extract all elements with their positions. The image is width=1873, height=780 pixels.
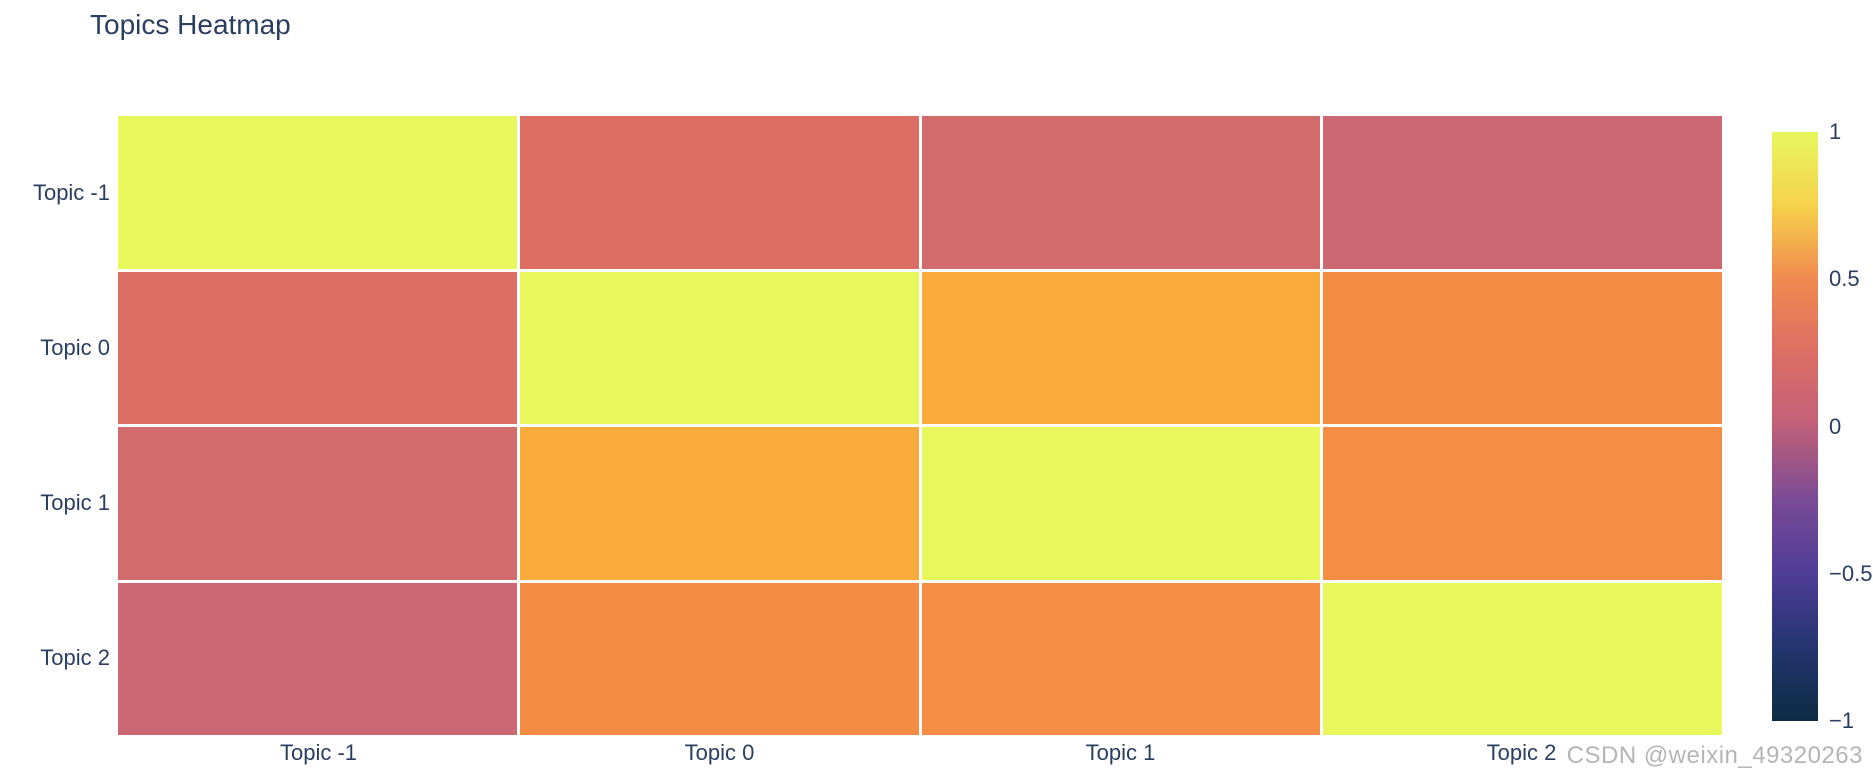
heatmap-cell[interactable] xyxy=(118,116,517,269)
heatmap-cell[interactable] xyxy=(118,427,517,580)
heatmap-cell[interactable] xyxy=(921,582,1321,735)
heatmap-cell[interactable] xyxy=(118,582,517,735)
heatmap-cell[interactable] xyxy=(1323,271,1722,424)
heatmap-cell[interactable] xyxy=(118,271,517,424)
x-axis-tick-label: Topic 0 xyxy=(684,740,755,765)
y-axis-tick-label: Topic 2 xyxy=(40,644,110,670)
heatmap-cell[interactable] xyxy=(519,582,919,735)
heatmap-cell[interactable] xyxy=(921,427,1321,580)
x-axis-tick-label: Topic -1 xyxy=(279,740,358,765)
colorbar-tick-label: 1 xyxy=(1829,119,1842,144)
colorbar-tick-label: 0.5 xyxy=(1829,266,1860,292)
colorbar-gradient xyxy=(1772,132,1818,721)
y-axis-tick-label: Topic -1 xyxy=(32,180,110,206)
x-axis-labels: Topic -1 Topic 0 Topic 1 Topic 2 xyxy=(118,738,1722,768)
colorbar-tick-label: 0 xyxy=(1829,413,1842,439)
y-axis-tick-label: Topic 1 xyxy=(40,489,110,515)
y-axis-labels: Topic -1 Topic 0 Topic 1 Topic 2 xyxy=(0,116,110,735)
chart-title: Topics Heatmap xyxy=(90,9,291,40)
heatmap-cell[interactable] xyxy=(1323,582,1722,735)
colorbar-tick-label: −0.5 xyxy=(1829,560,1873,586)
heatmap-cell[interactable] xyxy=(519,271,919,424)
x-axis-tick-label: Topic 2 xyxy=(1486,740,1557,765)
heatmap-cell[interactable] xyxy=(1323,116,1722,269)
watermark-text: CSDN @weixin_49320263 xyxy=(1566,742,1863,769)
colorbar-tick-label: −1 xyxy=(1829,708,1855,733)
y-axis-tick-label: Topic 0 xyxy=(40,335,110,361)
heatmap-cell[interactable] xyxy=(1323,427,1722,580)
heatmap-cell[interactable] xyxy=(519,116,919,269)
heatmap-cell[interactable] xyxy=(921,271,1321,424)
x-axis-tick-label: Topic 1 xyxy=(1085,740,1156,765)
heatmap-grid xyxy=(118,116,1722,735)
heatmap-cell[interactable] xyxy=(519,427,919,580)
heatmap-cell[interactable] xyxy=(921,116,1321,269)
